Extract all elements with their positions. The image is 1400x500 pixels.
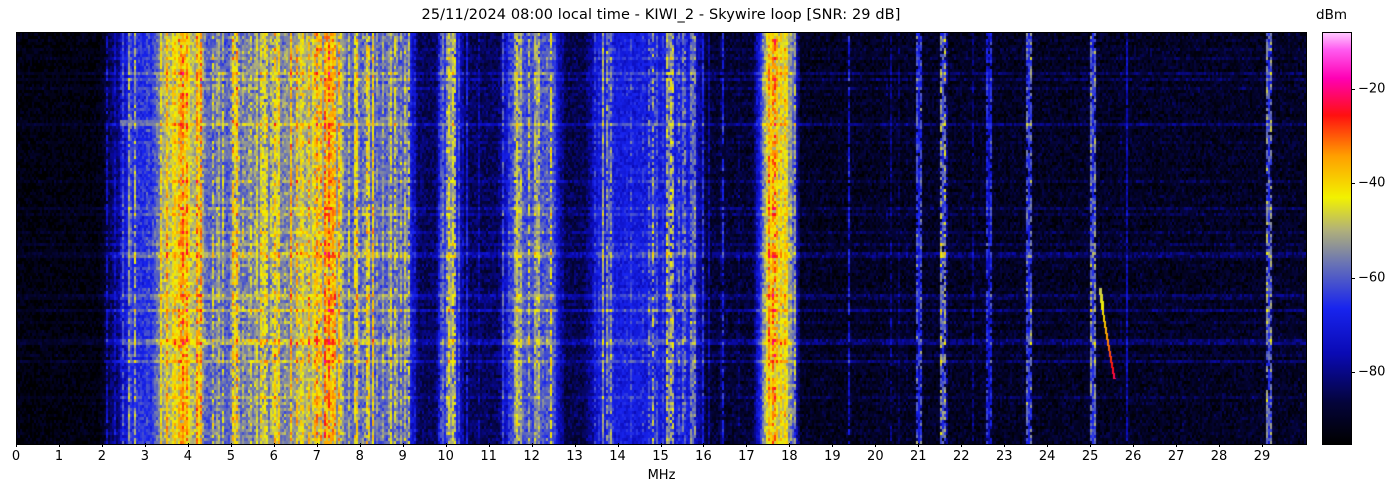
x-tick xyxy=(1262,443,1264,447)
x-tick xyxy=(316,443,318,447)
x-tick xyxy=(1133,443,1135,447)
x-tick xyxy=(359,443,361,447)
x-tick xyxy=(273,443,275,447)
x-tick xyxy=(789,443,791,447)
x-tick-label: 22 xyxy=(952,449,970,464)
colorbar-tick xyxy=(1351,372,1355,374)
x-tick xyxy=(1047,443,1049,447)
page-title: 25/11/2024 08:00 local time - KIWI_2 - S… xyxy=(421,7,901,23)
x-tick xyxy=(875,443,877,447)
x-tick xyxy=(488,443,490,447)
x-tick-label: 25 xyxy=(1081,449,1099,464)
colorbar-tick xyxy=(1351,277,1355,279)
x-tick-label: 13 xyxy=(566,449,583,464)
x-tick-label: 17 xyxy=(738,449,755,464)
colorbar-tick-label: −60 xyxy=(1358,270,1386,286)
x-tick-label: 5 xyxy=(226,449,235,464)
x-tick-label: 14 xyxy=(609,449,626,464)
x-tick-label: 0 xyxy=(11,449,21,464)
x-axis-title: MHz xyxy=(647,468,676,483)
x-tick-label: 19 xyxy=(824,449,841,464)
x-tick xyxy=(187,443,189,447)
x-tick xyxy=(1090,443,1092,447)
colorbar xyxy=(1322,32,1352,445)
x-tick xyxy=(1219,443,1221,447)
x-tick-label: 15 xyxy=(652,449,669,464)
x-tick xyxy=(574,443,576,447)
x-tick xyxy=(101,443,103,447)
x-tick xyxy=(1176,443,1178,447)
x-tick-label: 29 xyxy=(1253,449,1271,464)
x-tick-label: 2 xyxy=(97,449,107,464)
colorbar-tick-label: −20 xyxy=(1358,81,1386,97)
x-tick xyxy=(445,443,447,447)
colorbar-tick xyxy=(1351,183,1355,185)
x-tick-label: 20 xyxy=(867,449,884,464)
colorbar-tick xyxy=(1351,88,1355,90)
x-tick-label: 10 xyxy=(437,449,454,464)
x-tick-label: 16 xyxy=(695,449,712,464)
x-tick-label: 1 xyxy=(54,449,64,464)
x-tick xyxy=(230,443,232,447)
x-tick-label: 23 xyxy=(995,449,1013,464)
x-tick-label: 8 xyxy=(355,449,364,464)
x-tick xyxy=(617,443,619,447)
x-tick xyxy=(1004,443,1006,447)
x-tick-label: 11 xyxy=(480,449,497,464)
colorbar-unit-label: dBm xyxy=(1316,7,1347,23)
colorbar-gradient xyxy=(1323,33,1351,444)
x-tick xyxy=(703,443,705,447)
x-tick-label: 3 xyxy=(140,449,150,464)
colorbar-tick-label: −80 xyxy=(1358,364,1386,380)
x-tick xyxy=(918,443,920,447)
colorbar-tick-label: −40 xyxy=(1358,175,1386,191)
spectrogram-canvas xyxy=(17,33,1306,444)
x-tick xyxy=(58,443,60,447)
x-tick xyxy=(832,443,834,447)
x-axis: 0 1 2 3 4 5 6 7 8 9 10 11 12 13 14 15 16 17 18 19 20 21 22 23 24… xyxy=(12,443,1307,483)
x-tick-label: 24 xyxy=(1038,449,1056,464)
x-tick-label: 27 xyxy=(1167,449,1185,464)
x-tick xyxy=(961,443,963,447)
spectrogram-plot xyxy=(16,32,1307,445)
x-tick-label: 28 xyxy=(1210,449,1228,464)
x-tick-label: 9 xyxy=(398,449,407,464)
x-tick-label: 18 xyxy=(781,449,798,464)
x-tick-label: 4 xyxy=(183,449,192,464)
x-tick-label: 6 xyxy=(269,449,278,464)
x-tick xyxy=(144,443,146,447)
x-tick xyxy=(402,443,404,447)
x-tick xyxy=(531,443,533,447)
x-tick-label: 7 xyxy=(312,449,321,464)
x-tick xyxy=(746,443,748,447)
x-tick xyxy=(660,443,662,447)
x-tick xyxy=(16,443,17,447)
x-tick-label: 26 xyxy=(1124,449,1142,464)
x-tick-label: 21 xyxy=(910,449,927,464)
x-tick-label: 12 xyxy=(523,449,540,464)
